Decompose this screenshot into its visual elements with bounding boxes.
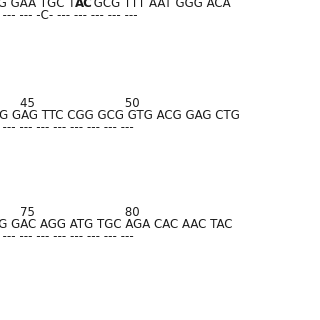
Text: -- --- --- -C- --- --- --- --- ---: -- --- --- -C- --- --- --- --- --- bbox=[0, 9, 138, 22]
Text: AG GAA TGC T: AG GAA TGC T bbox=[0, 0, 76, 10]
Text: 45                        50: 45 50 bbox=[0, 97, 140, 110]
Text: 75                        80: 75 80 bbox=[0, 206, 140, 219]
Text: AC: AC bbox=[76, 0, 93, 10]
Text: GG GAG TTC CGG GCG GTG ACG GAG CTG: GG GAG TTC CGG GCG GTG ACG GAG CTG bbox=[0, 109, 240, 122]
Text: -- --- --- --- --- --- --- --- ---: -- --- --- --- --- --- --- --- --- bbox=[0, 230, 134, 243]
Text: -- --- --- --- --- --- --- --- ---: -- --- --- --- --- --- --- --- --- bbox=[0, 121, 134, 134]
Text: GCG TTT AAT GGG ACA: GCG TTT AAT GGG ACA bbox=[90, 0, 230, 10]
Text: CG GAC AGG ATG TGC AGA CAC AAC TAC: CG GAC AGG ATG TGC AGA CAC AAC TAC bbox=[0, 218, 233, 231]
